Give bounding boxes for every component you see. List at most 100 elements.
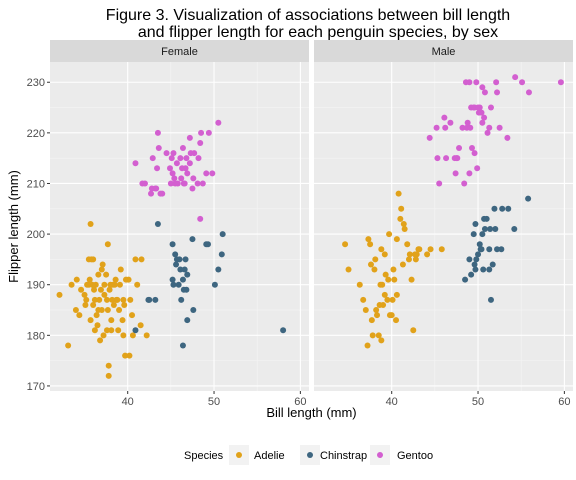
- data-point-adelie-female: [105, 372, 112, 379]
- legend-marker-chinstrap: [307, 452, 313, 458]
- data-point-adelie-female: [122, 352, 129, 359]
- data-point-adelie-female: [108, 317, 115, 324]
- data-point-adelie-male: [371, 266, 378, 273]
- data-point-adelie-male: [395, 190, 402, 197]
- data-point-adelie-male: [424, 251, 431, 258]
- data-point-gentoo-female: [183, 155, 190, 162]
- data-point-adelie-female: [72, 307, 79, 314]
- data-point-gentoo-female: [209, 170, 216, 177]
- data-point-adelie-female: [103, 271, 110, 278]
- data-point-gentoo-female: [171, 175, 178, 182]
- data-point-adelie-female: [111, 281, 118, 288]
- data-point-chinstrap-male: [486, 266, 493, 273]
- data-point-chinstrap-male: [472, 266, 479, 273]
- data-point-gentoo-female: [191, 150, 198, 157]
- data-point-adelie-female: [97, 337, 104, 344]
- data-point-chinstrap-female: [146, 296, 153, 303]
- data-point-adelie-female: [143, 332, 150, 339]
- data-point-adelie-female: [100, 332, 107, 339]
- data-point-gentoo-male: [486, 124, 493, 131]
- data-point-gentoo-female: [167, 180, 174, 187]
- data-point-gentoo-female: [203, 170, 210, 177]
- data-point-adelie-female: [78, 286, 85, 293]
- data-point-chinstrap-female: [178, 296, 185, 303]
- data-point-gentoo-male: [487, 104, 494, 111]
- data-point-adelie-female: [132, 256, 139, 263]
- data-point-gentoo-male: [447, 119, 454, 126]
- data-point-adelie-male: [367, 261, 374, 268]
- data-point-adelie-female: [134, 281, 141, 288]
- data-point-adelie-male: [382, 271, 389, 278]
- data-point-adelie-male: [393, 291, 400, 298]
- data-point-gentoo-male: [474, 165, 481, 172]
- data-point-chinstrap-male: [480, 266, 487, 273]
- data-point-gentoo-female: [132, 160, 139, 167]
- data-point-gentoo-male: [466, 170, 473, 177]
- data-point-chinstrap-female: [173, 261, 180, 268]
- y-tick-label: 210: [27, 178, 45, 190]
- data-point-chinstrap-female: [184, 271, 191, 278]
- data-point-chinstrap-female: [169, 276, 176, 283]
- data-point-gentoo-female: [168, 155, 175, 162]
- data-point-chinstrap-male: [486, 246, 493, 253]
- data-point-gentoo-male: [426, 134, 433, 141]
- data-point-adelie-male: [379, 281, 386, 288]
- data-point-adelie-female: [101, 281, 108, 288]
- data-point-gentoo-female: [154, 129, 161, 136]
- data-point-adelie-female: [125, 276, 132, 283]
- data-point-adelie-female: [109, 296, 116, 303]
- data-point-gentoo-male: [525, 89, 532, 96]
- data-point-chinstrap-female: [280, 327, 287, 334]
- data-point-chinstrap-female: [183, 286, 190, 293]
- data-point-chinstrap-female: [179, 276, 186, 283]
- data-point-chinstrap-female: [177, 266, 184, 273]
- y-axis-label: Flipper length (mm): [6, 170, 21, 283]
- data-point-adelie-female: [106, 286, 113, 293]
- data-point-adelie-female: [110, 301, 117, 308]
- data-point-adelie-male: [374, 312, 381, 319]
- data-point-gentoo-female: [153, 185, 160, 192]
- data-point-adelie-female: [138, 256, 145, 263]
- data-point-chinstrap-female: [152, 296, 159, 303]
- data-point-adelie-female: [94, 322, 101, 329]
- data-point-gentoo-male: [478, 109, 485, 116]
- data-point-adelie-female: [83, 296, 90, 303]
- data-point-chinstrap-male: [479, 231, 486, 238]
- data-point-adelie-female: [129, 312, 136, 319]
- data-point-gentoo-female: [159, 190, 166, 197]
- data-point-chinstrap-male: [494, 246, 501, 253]
- data-point-adelie-female: [126, 352, 133, 359]
- data-point-adelie-male: [399, 261, 406, 268]
- data-point-gentoo-female: [215, 119, 222, 126]
- data-point-adelie-female: [56, 291, 63, 298]
- panel-background-female: [50, 62, 309, 391]
- data-point-adelie-female: [98, 266, 105, 273]
- data-point-chinstrap-female: [181, 266, 188, 273]
- data-point-adelie-male: [356, 281, 363, 288]
- data-point-gentoo-male: [468, 145, 475, 152]
- data-point-adelie-male: [412, 256, 419, 263]
- data-point-gentoo-female: [186, 160, 193, 167]
- x-axis-label: Bill length (mm): [266, 405, 356, 420]
- data-point-chinstrap-female: [179, 342, 186, 349]
- data-point-chinstrap-female: [215, 266, 222, 273]
- data-point-chinstrap-male: [471, 261, 478, 268]
- legend-label-gentoo: Gentoo: [397, 450, 433, 462]
- data-point-chinstrap-female: [204, 241, 211, 248]
- data-point-chinstrap-female: [176, 256, 183, 263]
- data-point-adelie-female: [104, 307, 111, 314]
- data-point-chinstrap-male: [481, 226, 488, 233]
- data-point-gentoo-female: [189, 185, 196, 192]
- data-point-adelie-female: [90, 256, 97, 263]
- data-point-gentoo-female: [149, 155, 156, 162]
- data-point-adelie-female: [112, 276, 119, 283]
- data-point-gentoo-male: [493, 79, 500, 86]
- data-point-chinstrap-male: [470, 231, 477, 238]
- data-point-adelie-male: [416, 246, 423, 253]
- data-point-adelie-male: [390, 266, 397, 273]
- data-point-adelie-male: [386, 231, 393, 238]
- data-point-gentoo-female: [179, 165, 186, 172]
- y-tick-label: 220: [27, 128, 45, 140]
- data-point-gentoo-male: [466, 79, 473, 86]
